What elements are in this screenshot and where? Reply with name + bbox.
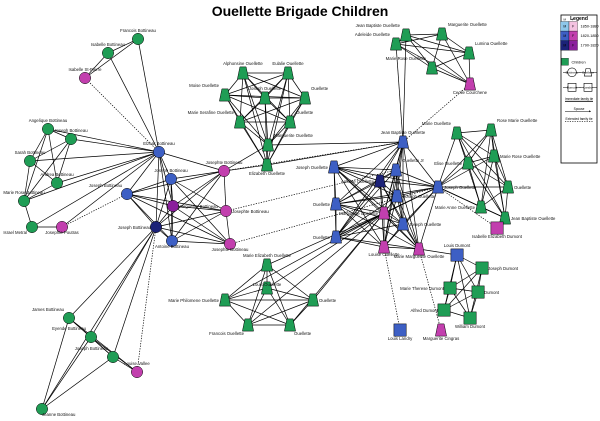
svg-text:Eyende Bottineau: Eyende Bottineau — [52, 326, 87, 331]
svg-text:1790-1820: 1790-1820 — [581, 44, 599, 48]
svg-text:Eulalie Ouellette: Eulalie Ouellette — [272, 61, 304, 66]
svg-text:Marie Rose Ouellette: Marie Rose Ouellette — [500, 154, 541, 159]
svg-text:Joseph Ouellette: Joseph Ouellette — [296, 165, 329, 170]
svg-text:Josephte Bottineau: Josephte Bottineau — [212, 247, 249, 252]
svg-text:Louis Dumont: Louis Dumont — [444, 243, 471, 248]
svg-text:Andrea Bottineau: Andrea Bottineau — [40, 172, 74, 177]
svg-text:Marie Philomene Ouellette: Marie Philomene Ouellette — [168, 298, 219, 303]
svg-text:Ouellette: Ouellette — [296, 110, 314, 115]
svg-text:Lumina Ouellette: Lumina Ouellette — [475, 41, 508, 46]
svg-text:F: F — [572, 24, 574, 28]
svg-text:1820-1850: 1820-1850 — [581, 34, 599, 38]
svg-text:Louis Ouellette: Louis Ouellette — [253, 282, 282, 287]
svg-text:Joseph Bottineau: Joseph Bottineau — [89, 183, 123, 188]
svg-text:Joseph Bottineau: Joseph Bottineau — [118, 225, 152, 230]
svg-text:M: M — [563, 24, 566, 28]
svg-text:Marguerite Ouellette: Marguerite Ouellette — [274, 133, 314, 138]
svg-text:Francois Bottineau: Francois Bottineau — [120, 28, 156, 33]
svg-text:Marie Elizabeth Ouellette: Marie Elizabeth Ouellette — [243, 253, 292, 258]
svg-text:Ouellette: Ouellette — [311, 86, 329, 91]
svg-text:Rose Marie Ouellette: Rose Marie Ouellette — [497, 118, 538, 123]
svg-text:Isabelle Bottineau: Isabelle Bottineau — [91, 42, 126, 47]
svg-text:Joseph Bottineau: Joseph Bottineau — [75, 346, 109, 351]
svg-text:Dumont: Dumont — [484, 290, 500, 295]
svg-text:Marie Ouellette: Marie Ouellette — [422, 121, 452, 126]
svg-text:F: F — [572, 44, 574, 48]
svg-text:Ouellette: Ouellette — [294, 331, 312, 336]
svg-text:Bottineau: Bottineau — [566, 70, 579, 74]
svg-text:Joseph Bottineau: Joseph Bottineau — [54, 128, 88, 133]
svg-text:M: M — [563, 44, 566, 48]
svg-text:Angelique Bottineau: Angelique Bottineau — [29, 118, 68, 123]
svg-text:F: F — [572, 18, 574, 22]
svg-text:Jeanne Bottineau: Jeanne Bottineau — [42, 412, 76, 417]
svg-text:James Bottineau: James Bottineau — [32, 307, 65, 312]
svg-text:Landry: Landry — [583, 85, 593, 89]
svg-text:Francois Ouellette: Francois Ouellette — [209, 331, 244, 336]
svg-text:Josephte Bottineau: Josephte Bottineau — [206, 160, 243, 165]
svg-text:Marie Serafine Ouellette: Marie Serafine Ouellette — [188, 110, 235, 115]
svg-text:Children: Children — [572, 60, 586, 64]
svg-text:Joseph Bottineau: Joseph Bottineau — [154, 168, 188, 173]
svg-text:Marguerite Ouellette: Marguerite Ouellette — [339, 211, 379, 216]
svg-text:Joseph Ouellette: Joseph Ouellette — [249, 86, 282, 91]
svg-text:Alphonsine Ouellette: Alphonsine Ouellette — [223, 61, 263, 66]
svg-text:Isabelle Elizabeth Dumont: Isabelle Elizabeth Dumont — [472, 234, 523, 239]
svg-text:Louis Landry: Louis Landry — [388, 336, 413, 341]
svg-text:Joseph Ouellette: Joseph Ouellette — [409, 222, 442, 227]
svg-text:Marie Rose Ouellette: Marie Rose Ouellette — [386, 56, 427, 61]
svg-text:Cecile Courchene: Cecile Courchene — [453, 90, 488, 95]
svg-text:M: M — [563, 34, 566, 38]
svg-text:Marguerite Cingras: Marguerite Cingras — [423, 336, 460, 341]
svg-text:Ouellette: Ouellette — [313, 235, 331, 240]
svg-text:Joseph Ouellette: Joseph Ouellette — [444, 185, 477, 190]
svg-text:Jean Baptiste Ouellette: Jean Baptiste Ouellette — [511, 216, 556, 221]
svg-text:Moise Ouellette: Moise Ouellette — [189, 83, 219, 88]
svg-text:Ouellette: Ouellette — [582, 70, 594, 74]
svg-text:Joseph Ouellette: Joseph Ouellette — [403, 194, 436, 199]
svg-text:Antoine Ouellette: Antoine Ouellette — [341, 179, 375, 184]
svg-text:Dumont: Dumont — [567, 85, 578, 89]
svg-text:Louise Vallee: Louise Vallee — [124, 361, 150, 366]
svg-text:Josephte Poutras: Josephte Poutras — [45, 230, 78, 235]
svg-text:Ouellette: Ouellette — [514, 185, 532, 190]
svg-text:Immediate family tie: Immediate family tie — [565, 97, 594, 101]
svg-text:Elise Ouellette: Elise Ouellette — [434, 161, 462, 166]
svg-text:Jean Baptiste Ouellette: Jean Baptiste Ouellette — [381, 130, 426, 135]
svg-text:Ouellette Jr: Ouellette Jr — [402, 158, 425, 163]
svg-text:Marguerite Bottineau: Marguerite Bottineau — [178, 204, 218, 209]
svg-text:Ouellette: Ouellette — [313, 202, 331, 207]
svg-text:F: F — [572, 34, 574, 38]
svg-text:Marie Rose Bottineau: Marie Rose Bottineau — [3, 190, 45, 195]
svg-text:Elzear Bottineau: Elzear Bottineau — [143, 141, 175, 146]
svg-text:Joseph Dumont: Joseph Dumont — [488, 266, 519, 271]
svg-text:Marie Marguerite Ouellette: Marie Marguerite Ouellette — [394, 254, 445, 259]
svg-text:Marie Therese Dumont: Marie Therese Dumont — [400, 286, 445, 291]
svg-text:Israel Metral: Israel Metral — [3, 230, 27, 235]
svg-text:Marguerite Ouellette: Marguerite Ouellette — [448, 22, 488, 27]
svg-text:Marie Anne Ouellette: Marie Anne Ouellette — [435, 205, 476, 210]
svg-text:Josephte Bottineau: Josephte Bottineau — [232, 209, 269, 214]
svg-text:Ouellette: Ouellette — [319, 298, 337, 303]
svg-text:1850-1880: 1850-1880 — [581, 24, 599, 28]
svg-text:William Dumont: William Dumont — [455, 324, 486, 329]
svg-text:Elizabeth Ouellette: Elizabeth Ouellette — [249, 171, 286, 176]
svg-text:Sarah Bottineau: Sarah Bottineau — [15, 150, 46, 155]
svg-text:Alfred Dumont: Alfred Dumont — [411, 308, 439, 313]
svg-text:Spouse: Spouse — [574, 107, 585, 111]
svg-text:Jean Baptiste Ouellette: Jean Baptiste Ouellette — [356, 23, 401, 28]
svg-text:Extended family tie: Extended family tie — [566, 117, 593, 121]
svg-text:Antoine Bottineau: Antoine Bottineau — [155, 244, 190, 249]
svg-text:Adeleide Ouellette: Adeleide Ouellette — [355, 32, 391, 37]
svg-text:Isabelle St-Pierre: Isabelle St-Pierre — [69, 67, 103, 72]
